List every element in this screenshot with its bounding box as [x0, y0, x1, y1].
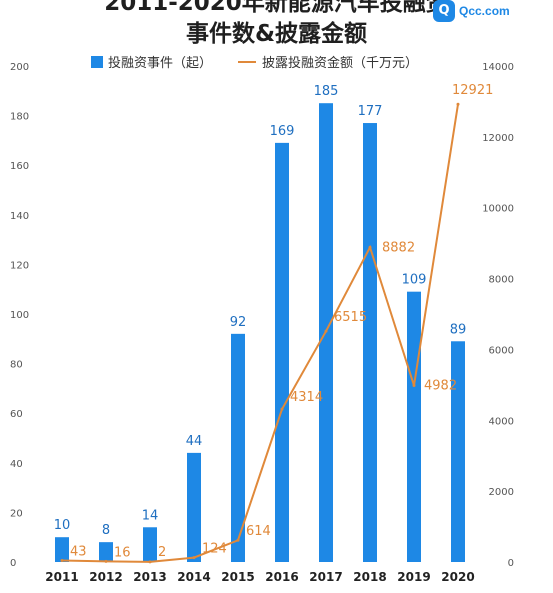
line-point: [236, 538, 240, 542]
chart-title-line-2: 事件数&披露金额: [185, 21, 368, 47]
line-value-label: 6515: [334, 310, 367, 325]
bar: [55, 537, 69, 562]
bar: [363, 123, 377, 562]
line-point: [368, 245, 372, 249]
bar-value-label: 177: [358, 104, 383, 119]
x-axis: 2011 2012 2013 2014 2015 2016 2017 2018 2019 2020: [45, 570, 474, 584]
line-point: [324, 329, 328, 333]
line-point: [148, 560, 152, 564]
line-point: [60, 558, 64, 562]
category-label: 2020: [441, 570, 474, 584]
category-label: 2019: [397, 570, 430, 584]
left-tick-label: 140: [10, 211, 29, 222]
line-value-label: 2: [158, 545, 166, 560]
line-point: [280, 407, 284, 411]
amount-line: [61, 104, 459, 563]
left-tick-label: 200: [10, 62, 29, 73]
right-tick-label: 0: [508, 558, 514, 569]
bar: [451, 341, 465, 562]
right-tick-label: 12000: [482, 133, 514, 144]
bar-value-label: 10: [54, 518, 71, 533]
bar-value-label: 44: [186, 434, 203, 449]
bar-value-label: 185: [314, 84, 339, 99]
bar-series: 10 8 14 44 92 169 185 177 109 89: [54, 84, 467, 562]
right-tick-label: 6000: [489, 345, 514, 356]
logo-text: Qcc.com: [459, 4, 510, 18]
category-label: 2016: [265, 570, 298, 584]
line-value-label: 12921: [452, 83, 493, 98]
right-tick-label: 2000: [489, 487, 514, 498]
bar-value-label: 169: [270, 124, 295, 139]
bar-value-label: 89: [450, 322, 467, 337]
bar-value-label: 109: [402, 273, 427, 288]
right-tick-label: 8000: [489, 275, 514, 286]
right-tick-label: 10000: [482, 204, 514, 215]
left-tick-label: 160: [10, 161, 29, 172]
left-axis: 0 20 40 60 80 100 120 140 160 180 200: [10, 62, 29, 569]
left-tick-label: 20: [10, 508, 23, 519]
line-series: 43 16 2 124 614 4314 6515 8882 4982 12921: [60, 83, 493, 564]
left-tick-label: 100: [10, 310, 29, 321]
left-tick-label: 60: [10, 409, 23, 420]
legend: 投融资事件（起） 披露投融资金额（千万元）: [91, 55, 418, 71]
category-label: 2012: [89, 570, 122, 584]
legend-label-amount: 披露投融资金额（千万元）: [262, 55, 418, 71]
legend-label-events: 投融资事件（起）: [108, 55, 212, 71]
category-label: 2014: [177, 570, 210, 584]
line-value-label: 614: [246, 524, 271, 539]
left-tick-label: 80: [10, 360, 23, 371]
left-tick-label: 180: [10, 112, 29, 123]
line-point: [192, 556, 196, 560]
bar-value-label: 8: [102, 523, 110, 538]
category-label: 2017: [309, 570, 342, 584]
bar: [407, 291, 421, 562]
line-value-label: 43: [70, 544, 87, 559]
bar: [231, 333, 245, 562]
bar: [275, 142, 289, 562]
category-label: 2011: [45, 570, 78, 584]
bar-value-label: 92: [230, 315, 247, 330]
right-tick-label: 14000: [482, 62, 514, 73]
left-tick-label: 120: [10, 260, 29, 271]
line-value-label: 124: [202, 542, 227, 557]
qcc-logo: Q Qcc.com: [433, 0, 510, 22]
left-tick-label: 40: [10, 459, 23, 470]
line-point: [456, 102, 460, 106]
line-value-label: 4982: [424, 378, 457, 393]
bar: [143, 527, 157, 562]
right-axis: 0 2000 4000 6000 8000 10000 12000 14000: [482, 62, 514, 569]
bar: [187, 452, 201, 562]
chart-title: 2011-2020年新能源汽车投融资 事件数&披露金额: [0, 0, 553, 50]
chart-title-line-1: 2011-2020年新能源汽车投融资: [104, 0, 449, 16]
left-tick-label: 0: [10, 558, 16, 569]
category-label: 2013: [133, 570, 166, 584]
line-value-label: 16: [114, 545, 131, 560]
category-label: 2018: [353, 570, 386, 584]
right-tick-label: 4000: [489, 416, 514, 427]
bar: [99, 542, 113, 562]
line-value-label: 4314: [290, 390, 323, 405]
line-point: [412, 383, 416, 387]
category-label: 2015: [221, 570, 254, 584]
bar-value-label: 14: [142, 508, 159, 523]
line-point: [104, 559, 108, 563]
legend-swatch-bar: [91, 56, 103, 68]
qcc-logo-icon: Q: [433, 0, 455, 22]
line-value-label: 8882: [382, 240, 415, 255]
